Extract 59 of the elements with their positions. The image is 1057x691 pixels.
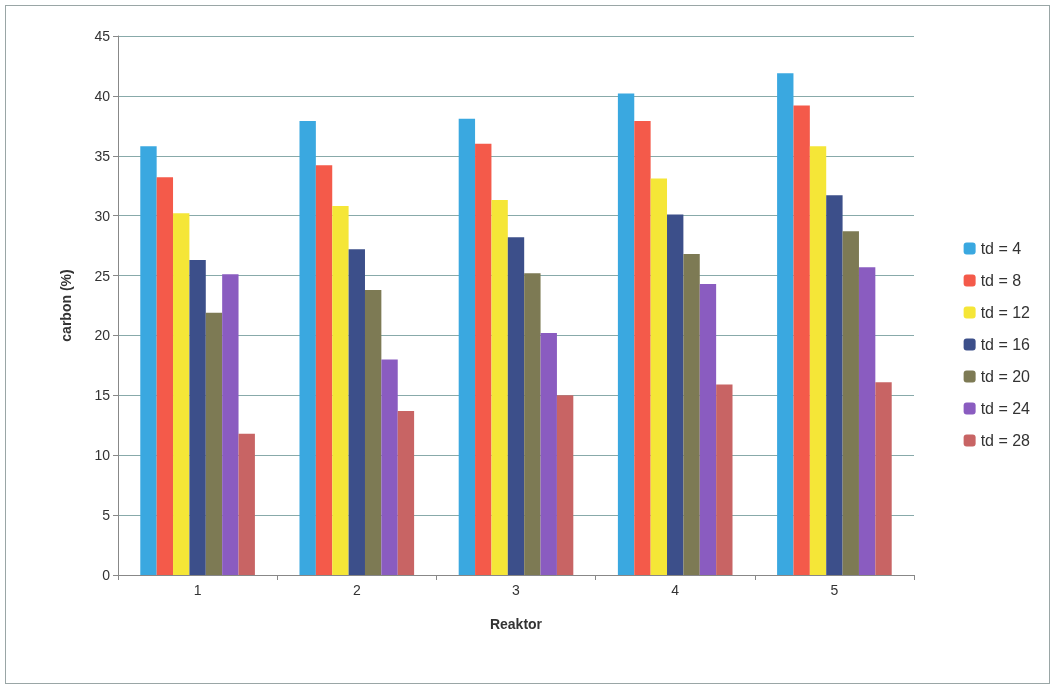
bar [348, 249, 365, 575]
bar [458, 118, 476, 575]
bar [173, 213, 190, 575]
bar [826, 195, 843, 575]
y-tick-label: 25 [94, 267, 111, 284]
bar [540, 333, 557, 575]
y-tick-label: 40 [94, 87, 111, 104]
bar [793, 105, 810, 575]
bar [507, 237, 525, 575]
x-tick-label: 3 [512, 582, 521, 598]
x-tick-label: 2 [352, 582, 361, 598]
bar [140, 146, 157, 575]
bar [524, 273, 541, 575]
x-tick-label: 4 [671, 582, 680, 598]
bar [156, 177, 174, 575]
bar [809, 146, 827, 575]
bar [205, 312, 223, 575]
bar [556, 395, 574, 575]
y-axis-title: carbon (%) [58, 269, 74, 342]
y-tick-label: 0 [102, 567, 111, 583]
bar [858, 267, 876, 575]
legend-label: td = 4 [980, 240, 1022, 257]
x-axis-title: Reaktor [489, 616, 543, 632]
x-tick-label: 5 [830, 582, 839, 598]
legend-label: td = 16 [980, 336, 1031, 353]
bar [716, 384, 733, 575]
x-tick-label: 1 [193, 582, 202, 598]
bar [189, 259, 206, 575]
bar [617, 93, 635, 575]
y-tick-label: 35 [94, 147, 111, 164]
legend-label: td = 12 [980, 304, 1031, 321]
bar [875, 382, 892, 575]
bar [364, 289, 382, 575]
legend-label: td = 28 [980, 432, 1031, 449]
bar [315, 165, 333, 575]
bar [222, 274, 239, 575]
y-tick-label: 5 [102, 507, 111, 524]
legend-label: td = 20 [980, 368, 1031, 385]
y-tick-label: 45 [94, 28, 111, 44]
bar [299, 121, 316, 575]
bar [397, 410, 415, 575]
bar [650, 178, 668, 575]
bar [683, 254, 700, 575]
bar [699, 283, 717, 575]
y-tick-label: 20 [94, 327, 111, 344]
bar [332, 206, 349, 575]
y-tick-label: 10 [94, 447, 111, 464]
bar [634, 121, 651, 575]
bar [842, 231, 859, 575]
bar [667, 214, 684, 575]
y-tick-label: 30 [94, 207, 111, 224]
y-tick-label: 15 [94, 387, 111, 404]
legend-label: td = 24 [980, 400, 1031, 417]
bar [238, 433, 255, 575]
bar [491, 200, 508, 575]
bar [475, 143, 492, 575]
bar [777, 73, 794, 575]
legend-label: td = 8 [980, 272, 1022, 289]
bar [381, 359, 398, 575]
